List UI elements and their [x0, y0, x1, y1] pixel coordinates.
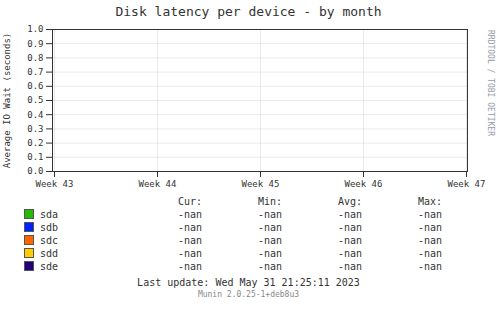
html-text:-nan: -nan [418, 248, 442, 259]
html-text:Avg:: Avg: [338, 196, 362, 207]
svg-text:Week 45: Week 45 [242, 179, 280, 189]
svg-text:0.1: 0.1 [27, 152, 43, 162]
html-text:Munin 2.0.25-1+deb8u3: Munin 2.0.25-1+deb8u3 [197, 290, 300, 299]
svg-text:Week 47: Week 47 [448, 179, 486, 189]
html-text:-nan: -nan [338, 222, 362, 233]
html-text:-nan: -nan [178, 248, 202, 259]
svg-text:0.2: 0.2 [27, 138, 43, 148]
html-text:Last update: Wed May 31 21:25:: Last update: Wed May 31 21:25:11 2023 [137, 277, 360, 288]
svg-text:Average IO Wait (seconds): Average IO Wait (seconds) [2, 33, 12, 168]
html-text:Disk latency per device - by m: Disk latency per device - by month [115, 4, 382, 19]
html-text:-nan: -nan [258, 235, 282, 246]
html-text:-nan: -nan [418, 209, 442, 220]
html-text:sdb: sdb [40, 222, 59, 233]
html-text:-nan: -nan [338, 209, 362, 220]
html-text:-nan: -nan [338, 248, 362, 259]
svg-text:Week 46: Week 46 [345, 179, 383, 189]
svg-text:1.0: 1.0 [27, 24, 43, 34]
svg-text:Week 44: Week 44 [139, 179, 177, 189]
svg-text:0.9: 0.9 [27, 39, 43, 49]
svg-text:0.4: 0.4 [27, 110, 43, 120]
html-text:-nan: -nan [258, 222, 282, 233]
svg-text:0.7: 0.7 [27, 67, 43, 77]
html-text:-nan: -nan [258, 248, 282, 259]
html-text:sdd: sdd [40, 248, 59, 259]
html-text:-nan: -nan [178, 209, 202, 220]
svg-text:0.3: 0.3 [27, 124, 43, 134]
html-text:RRDTOOL / TOBI OETIKER: RRDTOOL / TOBI OETIKER [486, 30, 495, 136]
html-text:Cur:: Cur: [178, 196, 202, 207]
html-text:-nan: -nan [338, 261, 362, 272]
html-text:-nan: -nan [178, 235, 202, 246]
svg-text:0.8: 0.8 [27, 53, 43, 63]
html-text:-nan: -nan [258, 209, 282, 220]
html-text:sdc: sdc [40, 235, 59, 246]
html-text:sda: sda [40, 209, 59, 220]
html-text:-nan: -nan [178, 261, 202, 272]
html-text:Min:: Min: [258, 196, 282, 207]
html-text:-nan: -nan [418, 235, 442, 246]
html-text:-nan: -nan [418, 222, 442, 233]
svg-text:Week 43: Week 43 [36, 179, 74, 189]
html-text:-nan: -nan [258, 261, 282, 272]
svg-text:0.0: 0.0 [27, 166, 43, 176]
svg-text:0.5: 0.5 [27, 95, 43, 105]
html-text:Max:: Max: [418, 196, 442, 207]
html-text:-nan: -nan [418, 261, 442, 272]
html-text:-nan: -nan [178, 222, 202, 233]
svg-text:0.6: 0.6 [27, 81, 43, 91]
html-text:sde: sde [40, 261, 59, 272]
html-text:-nan: -nan [338, 235, 362, 246]
